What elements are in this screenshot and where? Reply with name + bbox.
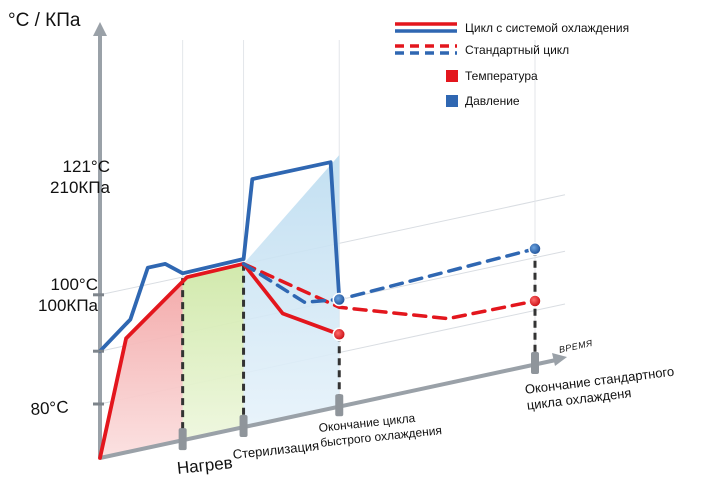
y-tick-label-121-press: 210КПа bbox=[50, 178, 110, 197]
legend-swatch-pressure bbox=[446, 95, 458, 107]
legend: Цикл с системой охлаждения Стандартный ци… bbox=[395, 21, 629, 108]
x-marker-post-3 bbox=[531, 352, 539, 374]
x-marker-post-1 bbox=[239, 414, 248, 437]
legend-swatch-temperature bbox=[446, 70, 458, 82]
legend-text-temperature: Температура bbox=[465, 69, 538, 83]
legend-text-pressure: Давление bbox=[465, 94, 520, 108]
y-axis-arrow bbox=[93, 22, 107, 36]
axis-unit-label: °C / КПа bbox=[8, 10, 81, 31]
phase-sterilization-fill bbox=[182, 263, 244, 441]
x-axis bbox=[99, 358, 557, 460]
point-end-standard-pressure bbox=[528, 242, 542, 256]
legend-text-standard-cycle: Стандартный цикл bbox=[465, 43, 569, 57]
y-tick-label-100-press: 100КПа bbox=[38, 296, 98, 315]
x-marker-post-0 bbox=[178, 428, 187, 451]
point-end-fast-temperature bbox=[332, 327, 346, 342]
y-tick-label-100-temp: 100°C bbox=[50, 275, 98, 294]
point-end-fast-pressure bbox=[332, 292, 346, 307]
series-line-3 bbox=[241, 247, 537, 304]
phase-cooling-fill bbox=[243, 155, 340, 427]
series-line-0 bbox=[98, 261, 342, 460]
y-tick-label-80: 80°C bbox=[30, 397, 70, 419]
series-line-2 bbox=[241, 262, 537, 321]
point-end-standard-temperature bbox=[528, 294, 542, 308]
x-marker-post-2 bbox=[335, 394, 344, 417]
legend-text-fast-cycle: Цикл с системой охлаждения bbox=[465, 21, 629, 35]
y-tick-label-121-temp: 121°C bbox=[62, 157, 110, 176]
series-line-1 bbox=[98, 160, 342, 354]
phase-heating-fill bbox=[100, 281, 183, 458]
x-axis-arrow bbox=[552, 353, 567, 366]
y-tick-label-121: 121°C 210КПа bbox=[18, 156, 110, 198]
y-tick-label-100: 100°C 100КПа bbox=[8, 274, 98, 316]
